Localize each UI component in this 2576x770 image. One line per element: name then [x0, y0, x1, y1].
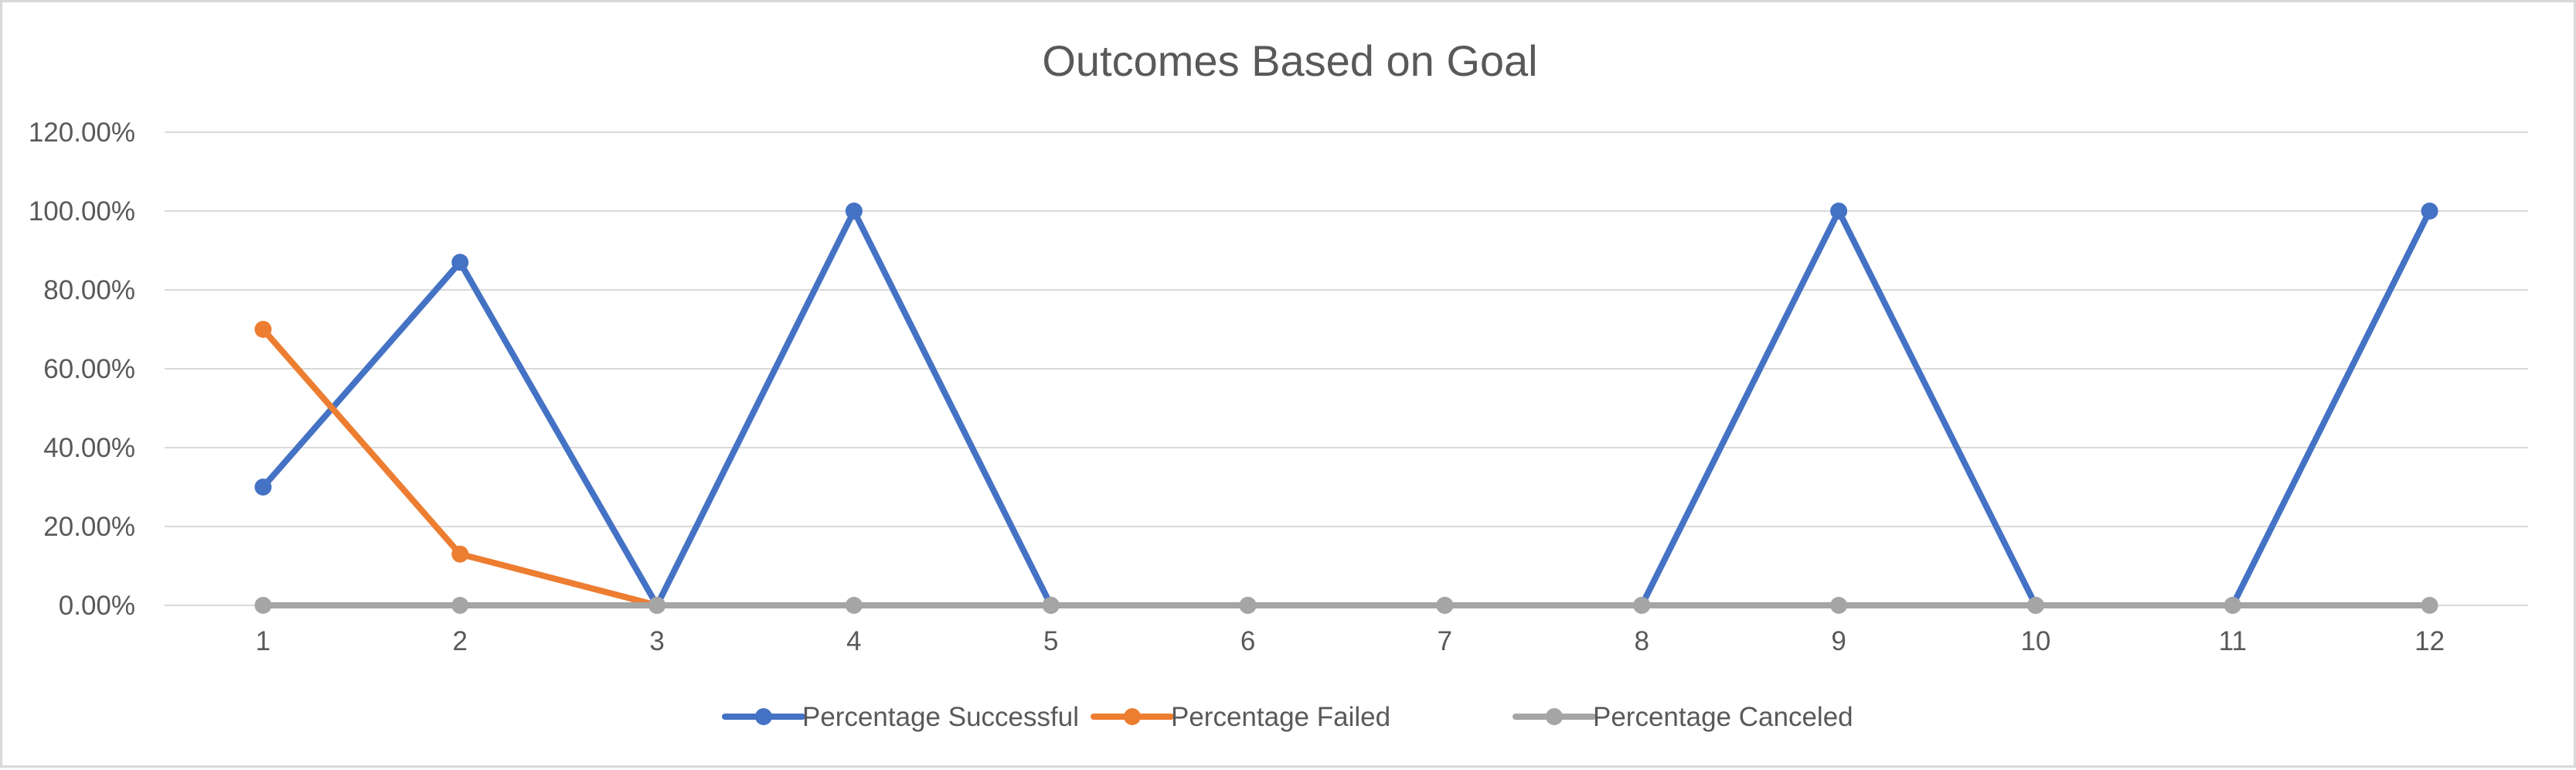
data-point	[254, 321, 272, 338]
x-tick-label: 4	[846, 626, 861, 656]
data-point	[2421, 597, 2438, 614]
x-tick-label: 10	[2020, 626, 2050, 656]
legend-item: Percentage Canceled	[1513, 702, 1853, 732]
data-point	[254, 479, 272, 496]
data-point	[845, 597, 863, 614]
data-point	[648, 597, 666, 614]
series-percentage-canceled	[254, 597, 2438, 614]
data-point	[451, 254, 469, 271]
x-tick-label: 6	[1240, 626, 1255, 656]
data-point	[451, 597, 469, 614]
x-tick-label: 7	[1438, 626, 1452, 656]
series-percentage-successful	[254, 203, 2438, 614]
y-tick-label: 100.00%	[29, 196, 135, 227]
data-point	[1830, 203, 1848, 220]
data-point	[1436, 597, 1454, 614]
x-tick-label: 11	[2219, 626, 2247, 656]
axes: 0.00% 20.00% 40.00% 60.00% 80.00% 100.00% 120.…	[29, 118, 2528, 656]
legend-label: Percentage Canceled	[1593, 702, 1853, 732]
y-tick-label: 20.00%	[43, 512, 135, 542]
data-point	[2026, 597, 2044, 614]
y-tick-label: 80.00%	[43, 275, 135, 305]
series-percentage-failed	[254, 321, 666, 614]
legend-item: Percentage Successful	[722, 702, 1079, 732]
x-tick-label: 3	[649, 626, 664, 656]
y-tick-label: 0.00%	[59, 591, 135, 621]
data-point	[2224, 597, 2241, 614]
y-tick-label: 60.00%	[43, 354, 135, 384]
data-point	[1633, 597, 1651, 614]
legend-swatch-marker	[755, 708, 772, 725]
data-point	[1830, 597, 1848, 614]
legend-swatch-marker	[1124, 708, 1141, 725]
data-point	[254, 597, 272, 614]
x-tick-label: 8	[1635, 626, 1649, 656]
series-line	[260, 326, 661, 608]
data-point	[451, 545, 469, 563]
legend-label: Percentage Successful	[802, 702, 1079, 732]
data-point	[1042, 597, 1060, 614]
legend: Percentage Successful Percentage Failed Pe…	[722, 702, 1853, 732]
series-line	[260, 208, 2433, 608]
x-tick-label: 9	[1831, 626, 1846, 656]
legend-swatch-marker	[1546, 708, 1563, 725]
legend-label: Percentage Failed	[1171, 702, 1390, 732]
legend-item: Percentage Failed	[1091, 702, 1390, 732]
x-tick-label: 2	[453, 626, 468, 656]
x-tick-label: 1	[256, 626, 271, 656]
y-tick-label: 120.00%	[29, 118, 135, 148]
data-point	[845, 203, 863, 220]
chart-title: Outcomes Based on Goal	[1042, 36, 1537, 85]
x-tick-label: 12	[2414, 626, 2445, 656]
data-point	[2421, 203, 2438, 220]
series	[254, 203, 2438, 614]
data-point	[1239, 597, 1257, 614]
x-tick-label: 5	[1043, 626, 1058, 656]
gridlines	[165, 131, 2528, 606]
y-tick-label: 40.00%	[43, 433, 135, 463]
